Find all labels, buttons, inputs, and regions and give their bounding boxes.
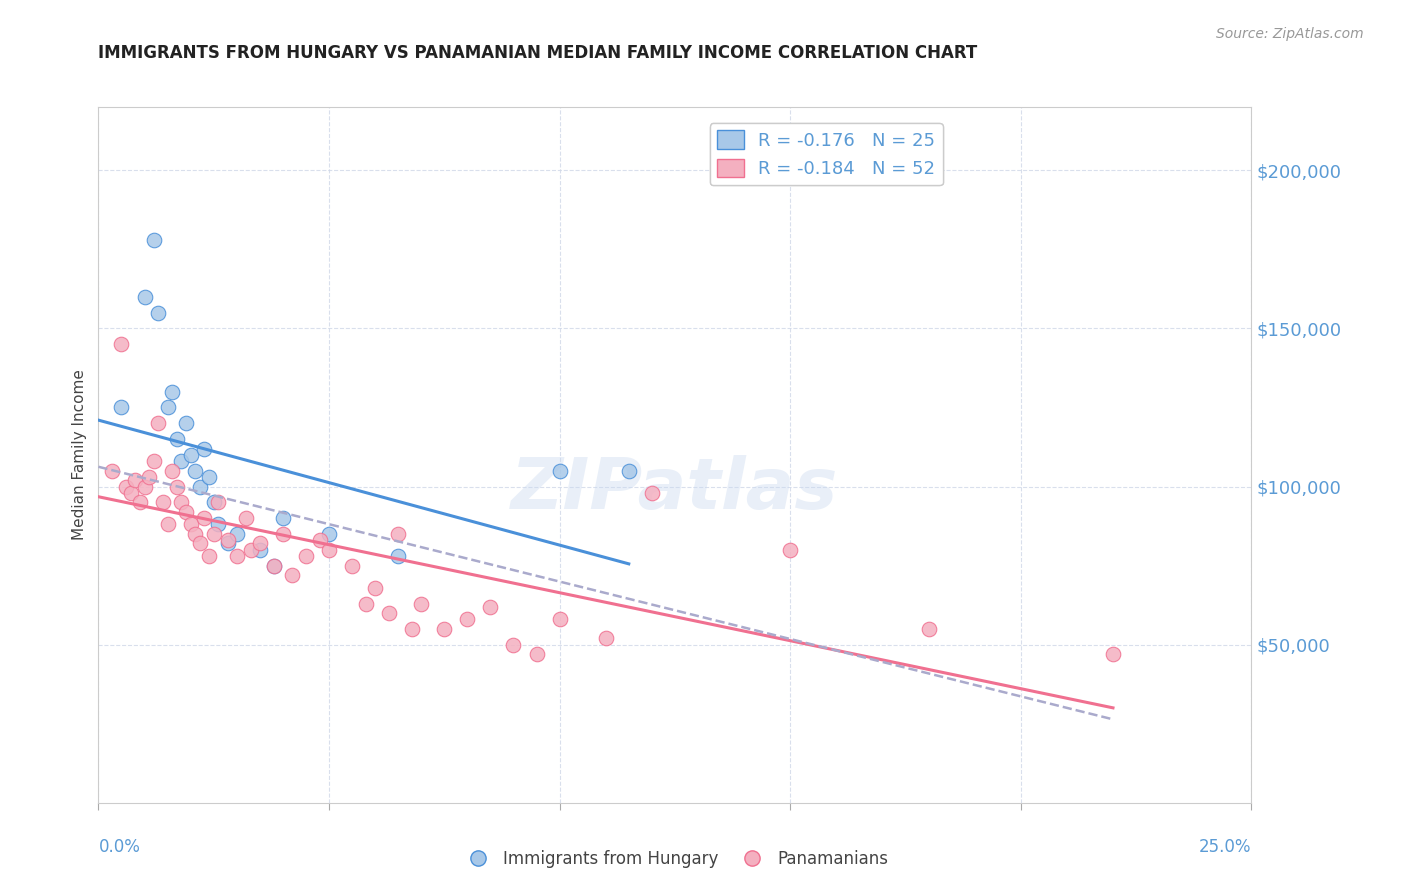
Point [225,527,247,541]
Point [617,464,640,478]
Point [548,612,571,626]
Point [156,401,179,415]
Point [180,517,202,532]
Point [263,558,285,573]
Point [295,549,318,563]
Point [235,511,257,525]
Point [115,479,138,493]
Point [548,464,571,478]
Point [1102,647,1125,661]
Point [202,495,225,509]
Point [184,464,207,478]
Point [174,505,197,519]
Point [174,417,197,431]
Point [134,290,156,304]
Point [160,464,183,478]
Point [166,479,188,493]
Point [217,536,239,550]
Legend: R = -0.176   N = 25, R = -0.184   N = 52: R = -0.176 N = 25, R = -0.184 N = 52 [710,123,942,186]
Point [207,517,229,532]
Point [595,632,617,646]
Text: IMMIGRANTS FROM HUNGARY VS PANAMANIAN MEDIAN FAMILY INCOME CORRELATION CHART: IMMIGRANTS FROM HUNGARY VS PANAMANIAN ME… [98,45,977,62]
Point [142,233,165,247]
Point [271,527,294,541]
Point [110,337,132,351]
Point [308,533,330,548]
Point [456,612,478,626]
Point [148,305,170,319]
Point [378,606,401,620]
Point [170,454,193,468]
Point [239,542,262,557]
Point [917,622,939,636]
Point [124,473,146,487]
Point [502,638,524,652]
Point [354,597,377,611]
Point [180,448,202,462]
Point [188,536,211,550]
Point [120,486,142,500]
Point [160,384,183,399]
Point [263,558,285,573]
Text: Source: ZipAtlas.com: Source: ZipAtlas.com [1216,27,1364,41]
Point [249,542,271,557]
Point [198,470,221,484]
Y-axis label: Median Family Income: Median Family Income [72,369,87,541]
Point [225,549,247,563]
Text: 0.0%: 0.0% [98,838,141,856]
Point [129,495,152,509]
Point [641,486,664,500]
Text: 25.0%: 25.0% [1199,838,1251,856]
Point [340,558,363,573]
Point [217,533,239,548]
Point [387,549,409,563]
Point [170,495,193,509]
Point [526,647,548,661]
Point [138,470,160,484]
Point [152,495,174,509]
Point [318,542,340,557]
Point [198,549,221,563]
Text: ZIPatlas: ZIPatlas [512,455,838,524]
Point [101,464,124,478]
Point [779,542,801,557]
Point [387,527,409,541]
Point [364,581,387,595]
Point [249,536,271,550]
Point [193,511,215,525]
Point [207,495,229,509]
Point [166,432,188,446]
Point [401,622,423,636]
Point [134,479,156,493]
Legend: Immigrants from Hungary, Panamanians: Immigrants from Hungary, Panamanians [456,844,894,875]
Point [110,401,132,415]
Point [281,568,304,582]
Point [142,454,165,468]
Point [318,527,340,541]
Point [156,517,179,532]
Point [184,527,207,541]
Point [148,417,170,431]
Point [202,527,225,541]
Point [433,622,456,636]
Point [271,511,294,525]
Point [193,442,215,456]
Point [188,479,211,493]
Point [411,597,433,611]
Point [479,599,502,614]
